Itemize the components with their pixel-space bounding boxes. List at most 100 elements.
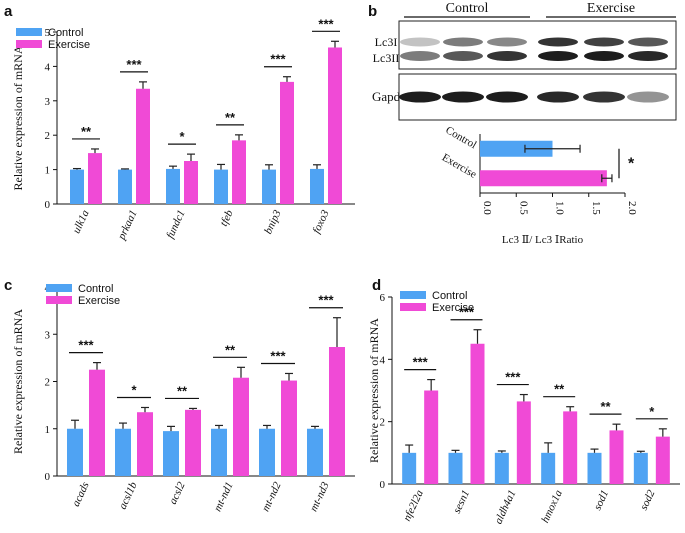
bar-exercise [424,390,439,484]
bar-exercise [89,369,105,476]
significance-label: *** [270,348,286,363]
x-tick-label: 2.0 [626,201,638,215]
x-tick-label: acads [70,480,92,508]
blot-header-exercise: Exercise [587,1,635,16]
y-axis-title: Relative expression of mRNA [11,45,25,190]
bar-control [448,452,463,484]
bar-control [211,428,227,476]
gapdh-band [399,91,441,103]
y-tick-label: 0 [380,479,386,491]
bar-control [480,140,553,157]
panel-letter-c: c [4,277,12,294]
x-tick-label: sod1 [592,488,612,512]
bar-control [587,452,602,484]
blot-label-lc3ii: Lc3II [373,51,400,65]
blot-label-lc3i: Lc3I [375,35,398,49]
significance-label: *** [270,52,286,67]
significance-label: ** [225,110,236,125]
bar-exercise [233,377,249,476]
y-tick-label: 0 [45,199,51,211]
significance-label: *** [78,338,94,353]
legend-swatch-control [400,291,426,299]
legend-label: Exercise [432,302,474,314]
y-tick-label: 6 [380,292,386,304]
bar-control [494,452,509,484]
y-tick-label: 5 [45,27,51,39]
y-tick-label: 1 [45,424,51,436]
legend-label: Control [432,290,467,302]
legend-label: Control [78,283,113,295]
lc3i-band [584,37,624,47]
bar-exercise [281,380,297,476]
bar-control [214,169,228,204]
x-tick-label: acsl2 [167,480,188,507]
legend-swatch-control [16,28,42,36]
bar-control [163,431,179,476]
x-tick-label: nfe2l2a [401,488,426,523]
x-tick-label: 0.5 [517,201,529,215]
y-tick-label: 2 [45,377,51,389]
lc3ii-band [628,51,668,61]
significance-label: * [131,382,137,397]
lc3ii-band [443,51,483,61]
x-tick-label: mt-nd2 [260,480,284,514]
x-tick-label: mt-nd3 [308,480,332,514]
x-axis-title: Lc3 Ⅱ/ Lc3 ⅠRatio [502,234,584,246]
x-tick-label: hmox1a [539,488,565,525]
y-tick-label: 2 [380,417,386,429]
bar-control [67,428,83,476]
x-tick-label: mt-nd1 [212,480,236,513]
significance-label: ** [225,342,236,357]
x-tick-label: 1.5 [590,201,602,215]
bar-control [166,168,180,204]
lc3ii-band [584,51,624,61]
bar-control [402,452,417,484]
bar-exercise [232,140,246,204]
lc3i-band [487,37,527,47]
chart-a: 0 1 2 3 4 5 Relative expression of mRNA ** ulk1a… [11,16,355,242]
legend-swatch-exercise [46,296,72,304]
lc3ii-band [400,51,440,61]
lc3-blot-frame [398,20,677,70]
x-tick-label: bnip3 [262,208,284,236]
bar-exercise [480,170,607,187]
legend-swatch-control [46,284,72,292]
significance-label: *** [318,16,334,31]
x-tick-label: ulk1a [71,208,92,236]
x-tick-label: fundc1 [164,208,188,240]
bar-exercise [655,436,670,484]
significance-label: ** [81,124,92,139]
legend-label: Control [48,27,83,39]
legend-label: Exercise [78,295,120,307]
bar-control [70,169,84,204]
bar-control [541,452,556,484]
gapdh-band [486,91,528,103]
gapdh-band [583,91,625,103]
significance-label: *** [126,57,142,72]
x-tick-label: sod2 [638,488,658,512]
significance-label: *** [505,370,521,385]
bar-exercise [609,430,624,484]
bar-control [259,428,275,476]
significance-label: ** [554,382,565,397]
y-tick-label: Control [443,124,478,151]
legend-swatch-exercise [400,303,426,311]
bar-control [633,452,648,484]
panel-letter-d: d [372,277,381,294]
panel-letter-b: b [368,3,377,20]
y-tick-label: 4 [380,354,386,366]
legend-label: Exercise [48,39,90,51]
significance-label: * [628,156,635,173]
gapdh-band [442,91,484,103]
bar-exercise [280,81,294,204]
lc3i-band [400,37,440,47]
bar-exercise [328,47,342,205]
y-tick-label: 3 [45,329,51,341]
significance-label: * [179,129,185,144]
significance-label: *** [318,293,334,308]
bar-exercise [470,343,485,484]
western-blot: Control Exercise Lc3I Lc3II Gapdh [372,1,677,121]
blot-label-gapdh: Gapdh [372,89,407,104]
